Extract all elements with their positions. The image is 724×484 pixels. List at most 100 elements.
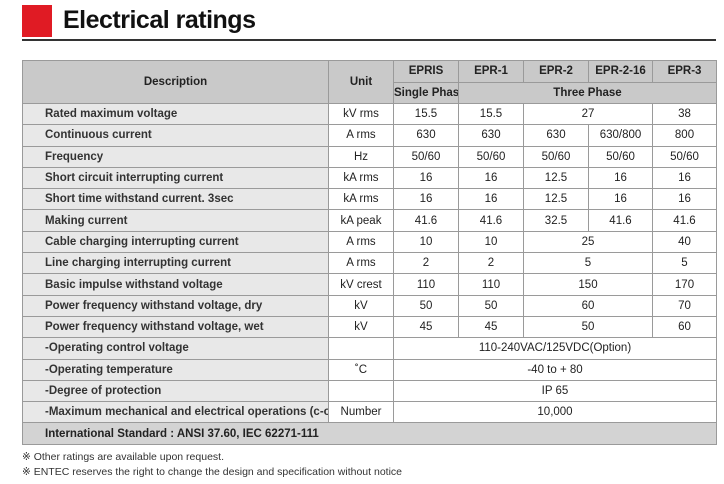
cell: 60 bbox=[523, 294, 653, 317]
empty-cell bbox=[328, 337, 394, 360]
table-row: -Maximum mechanical and electrical opera… bbox=[22, 401, 717, 424]
cell: 12.5 bbox=[523, 188, 589, 211]
cell: 16 bbox=[393, 188, 459, 211]
cell: 630 bbox=[458, 124, 524, 147]
cell: 110-240VAC/125VDC(Option) bbox=[393, 337, 717, 360]
cell: 16 bbox=[458, 188, 524, 211]
description-cell: Power frequency withstand voltage, wet bbox=[22, 315, 329, 339]
table-row: Power frequency withstand voltage, dry kV… bbox=[22, 294, 717, 317]
description-cell: Continuous current bbox=[22, 124, 329, 147]
cell: 110 bbox=[458, 273, 524, 296]
cell: 50 bbox=[458, 294, 524, 317]
cell: 40 bbox=[652, 230, 717, 254]
ratings-table: Description Unit EPRIS EPR-1 EPR-2 EPR-2-16 EP… bbox=[22, 60, 717, 445]
cell: 16 bbox=[652, 188, 717, 211]
table-row: International Standard : ANSI 37.60, IEC… bbox=[22, 422, 717, 445]
cell: 50/60 bbox=[393, 145, 459, 168]
cell: 38 bbox=[652, 102, 717, 126]
table-row: Line charging interrupting current A rms 2… bbox=[22, 252, 717, 275]
footnote: ※ ENTEC reserves the right to change the… bbox=[22, 466, 403, 478]
cell: 41.6 bbox=[588, 209, 653, 232]
description-cell: Rated maximum voltage bbox=[22, 102, 329, 126]
table-row: Rated maximum voltage kV rms 15.5 15.5 27 38 bbox=[22, 102, 717, 126]
description-cell: Line charging interrupting current bbox=[22, 252, 329, 275]
cell: 41.6 bbox=[652, 209, 717, 232]
table-row: -Operating control voltage 110-240VAC/125… bbox=[22, 337, 717, 360]
cell: 150 bbox=[523, 273, 653, 296]
cell: -40 to + 80 bbox=[393, 358, 717, 381]
table-body: Rated maximum voltage kV rms 15.5 15.5 27 38 C… bbox=[22, 102, 717, 445]
cell: kA rms bbox=[328, 166, 394, 190]
cell: A rms bbox=[328, 124, 394, 147]
table-row: -Degree of protection IP 65 bbox=[22, 379, 717, 403]
cell: 50/60 bbox=[523, 145, 589, 168]
description-cell: -Operating control voltage bbox=[22, 337, 329, 360]
table-row: Power frequency withstand voltage, wet kV… bbox=[22, 315, 717, 339]
cell: 170 bbox=[652, 273, 717, 296]
table-row: -Operating temperature ˚C -40 to + 80 bbox=[22, 358, 717, 381]
cell: EPR-1 bbox=[458, 60, 524, 83]
cell: 16 bbox=[588, 188, 653, 211]
description-cell: -Degree of protection bbox=[22, 379, 329, 403]
cell: 16 bbox=[652, 166, 717, 190]
cell: 10 bbox=[393, 230, 459, 254]
cell: kV crest bbox=[328, 273, 394, 296]
cell: International Standard : ANSI 37.60, IEC… bbox=[22, 422, 717, 445]
cell: EPR-2 bbox=[523, 60, 589, 83]
title-mark bbox=[22, 5, 52, 37]
description-cell: -Maximum mechanical and electrical opera… bbox=[22, 401, 329, 424]
cell: 45 bbox=[458, 315, 524, 339]
cell: ˚C bbox=[328, 358, 394, 381]
description-cell: Basic impulse withstand voltage bbox=[22, 273, 329, 296]
cell: 630 bbox=[393, 124, 459, 147]
cell: 10,000 bbox=[393, 401, 717, 424]
table-row: Short circuit interrupting current kA rms… bbox=[22, 166, 717, 190]
title: Electrical ratings bbox=[63, 6, 256, 34]
description-cell: -Operating temperature bbox=[22, 358, 329, 381]
cell: kA rms bbox=[328, 188, 394, 211]
cell: kV rms bbox=[328, 102, 394, 126]
cell: Description bbox=[22, 60, 329, 104]
cell: 16 bbox=[588, 166, 653, 190]
description-cell: Cable charging interrupting current bbox=[22, 230, 329, 254]
cell: Hz bbox=[328, 145, 394, 168]
cell: 5 bbox=[523, 252, 653, 275]
table-row: Continuous current A rms 630 630 630 630/800 8… bbox=[22, 124, 717, 147]
cell: 32.5 bbox=[523, 209, 589, 232]
title-rule bbox=[22, 39, 716, 41]
cell: 630 bbox=[523, 124, 589, 147]
table-head: Description Unit EPRIS EPR-1 EPR-2 EPR-2-16 EP… bbox=[22, 60, 717, 104]
description-cell: Short circuit interrupting current bbox=[22, 166, 329, 190]
cell: 16 bbox=[393, 166, 459, 190]
cell: A rms bbox=[328, 230, 394, 254]
description-cell: Short time withstand current. 3sec bbox=[22, 188, 329, 211]
cell: Number bbox=[328, 401, 394, 424]
cell: Three Phase bbox=[458, 81, 717, 104]
cell: 50/60 bbox=[458, 145, 524, 168]
cell: 50/60 bbox=[652, 145, 717, 168]
cell: Single Phase bbox=[393, 81, 459, 104]
description-cell: Power frequency withstand voltage, dry bbox=[22, 294, 329, 317]
cell: kV bbox=[328, 315, 394, 339]
cell: EPR-2-16 bbox=[588, 60, 653, 83]
cell: 45 bbox=[393, 315, 459, 339]
cell: 16 bbox=[458, 166, 524, 190]
cell: 630/800 bbox=[588, 124, 653, 147]
cell: 60 bbox=[652, 315, 717, 339]
cell: 5 bbox=[652, 252, 717, 275]
cell: 2 bbox=[393, 252, 459, 275]
cell: kA peak bbox=[328, 209, 394, 232]
header-row: Description Unit EPRIS EPR-1 EPR-2 EPR-2-16 EP… bbox=[22, 60, 717, 104]
cell: 15.5 bbox=[393, 102, 459, 126]
cell: EPR-3 bbox=[652, 60, 717, 83]
table-row: Frequency Hz 50/60 50/60 50/60 50/60 50/60 bbox=[22, 145, 717, 168]
table-row: Short time withstand current. 3sec kA rms… bbox=[22, 188, 717, 211]
cell: kV bbox=[328, 294, 394, 317]
cell: 50 bbox=[523, 315, 653, 339]
table-row: Cable charging interrupting current A rms… bbox=[22, 230, 717, 254]
cell: 110 bbox=[393, 273, 459, 296]
description-cell: Frequency bbox=[22, 145, 329, 168]
cell: 41.6 bbox=[458, 209, 524, 232]
footnote: ※ Other ratings are available upon reque… bbox=[22, 451, 224, 463]
